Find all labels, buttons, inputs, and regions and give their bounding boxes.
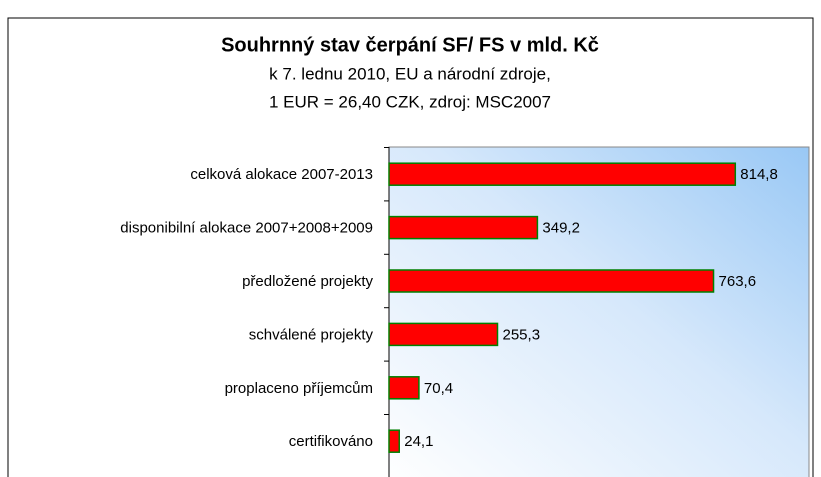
value-label: 255,3 bbox=[503, 326, 541, 343]
value-label: 814,8 bbox=[740, 166, 778, 183]
bar bbox=[388, 162, 737, 186]
y-tick-label: celková alokace 2007-2013 bbox=[190, 166, 373, 183]
bar bbox=[388, 215, 539, 240]
y-tick-label: schválené projekty bbox=[249, 326, 374, 343]
y-tick-label: předložené projekty bbox=[242, 273, 373, 290]
bar bbox=[388, 322, 499, 347]
plot-area bbox=[388, 146, 810, 477]
bar bbox=[388, 269, 715, 293]
value-label: 349,2 bbox=[542, 220, 580, 237]
chart-title: Souhrnný stav čerpání SF/ FS v mld. Kč bbox=[221, 34, 599, 56]
value-label: 24,1 bbox=[404, 433, 433, 450]
value-label: 763,6 bbox=[719, 273, 757, 290]
y-tick-label: disponibilní alokace 2007+2008+2009 bbox=[120, 220, 373, 237]
value-label: 70,4 bbox=[424, 380, 453, 397]
chart-subtitle: 1 EUR = 26,40 CZK, zdroj: MSC2007 bbox=[269, 92, 551, 111]
bar bbox=[388, 376, 420, 400]
chart-subtitle: k 7. lednu 2010, EU a národní zdroje, bbox=[269, 64, 551, 83]
y-tick-label: certifikováno bbox=[289, 433, 373, 450]
bar bbox=[388, 429, 400, 453]
y-tick-label: proplaceno příjemcům bbox=[225, 380, 373, 397]
